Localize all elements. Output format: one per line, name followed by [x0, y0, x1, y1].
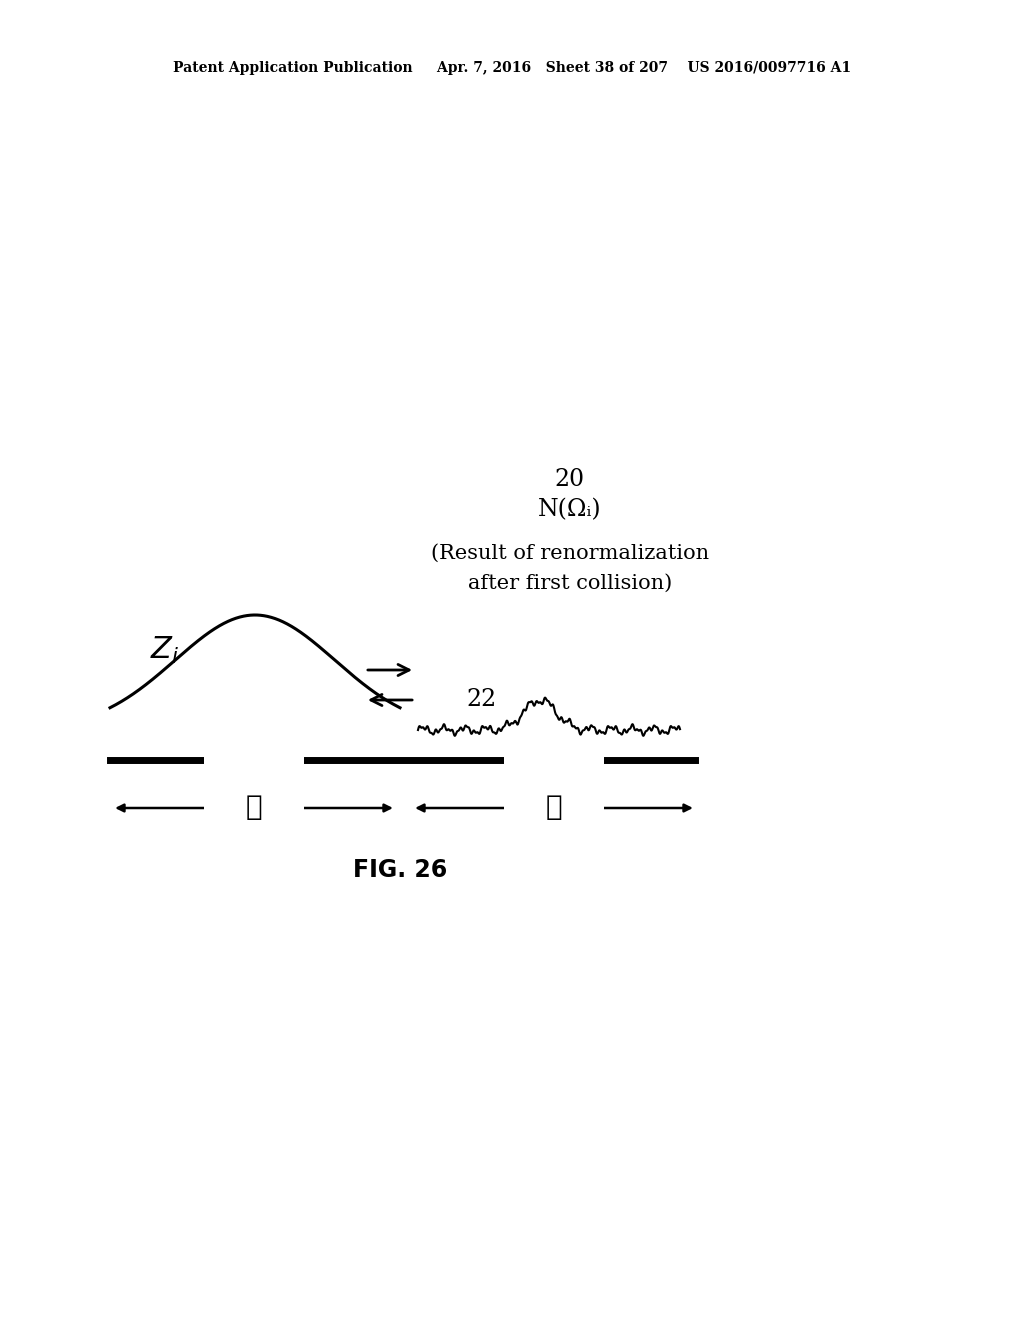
Text: after first collision): after first collision) — [468, 573, 672, 593]
Text: ℒ: ℒ — [546, 795, 562, 821]
Text: ℒ: ℒ — [246, 795, 262, 821]
Text: (Result of renormalization: (Result of renormalization — [431, 544, 709, 562]
Text: $Z_i$: $Z_i$ — [151, 635, 179, 665]
Text: 20: 20 — [555, 469, 585, 491]
Text: N(Ωᵢ): N(Ωᵢ) — [539, 499, 602, 521]
Text: Patent Application Publication     Apr. 7, 2016   Sheet 38 of 207    US 2016/009: Patent Application Publication Apr. 7, 2… — [173, 61, 851, 75]
Text: FIG. 26: FIG. 26 — [353, 858, 447, 882]
Text: 22: 22 — [467, 689, 497, 711]
